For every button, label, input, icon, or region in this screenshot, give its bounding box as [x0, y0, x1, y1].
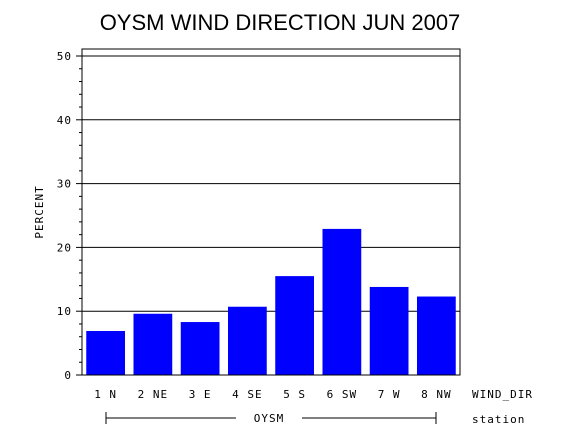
y-tick-label: 20 [57, 241, 72, 254]
y-axis-label: PERCENT [33, 185, 46, 238]
bar-6-sw [322, 228, 362, 375]
y-tick-label: 40 [57, 114, 72, 127]
y-tick-label: 0 [64, 369, 72, 382]
x-axis: 1 N 2 NE 3 E 4 SE 5 S 6 SW 7 W 8 NW [94, 388, 452, 401]
group-label: OYSM [254, 412, 285, 425]
x-tick-label: 4 SE [232, 388, 263, 401]
bars [86, 228, 456, 375]
bar-8-nw [417, 296, 456, 375]
bar-7-w [369, 286, 409, 375]
bar-3-e [180, 322, 220, 375]
x-tick-label: 5 S [283, 388, 306, 401]
bar-1-n [86, 330, 125, 375]
x-tick-label: 6 SW [327, 388, 358, 401]
x-tick-label: 8 NW [421, 388, 452, 401]
y-tick-label: 50 [57, 50, 72, 63]
x-tick-label: 2 NE [138, 388, 169, 401]
y-tick-label: 10 [57, 305, 72, 318]
y-axis: 0 10 20 30 40 50 [57, 50, 82, 382]
grid-lines [82, 55, 460, 312]
y-tick-label: 30 [57, 178, 72, 191]
x-tick-label: 7 W [378, 388, 401, 401]
group-axis-label: station [472, 413, 525, 426]
plot-frame [81, 48, 461, 376]
chart-title: OYSM WIND DIRECTION JUN 2007 [100, 10, 461, 35]
bar-5-s [275, 276, 314, 375]
x-axis-label: WIND_DIR [472, 388, 533, 401]
bar-4-se [228, 306, 267, 375]
x-tick-label: 3 E [189, 388, 212, 401]
x-tick-label: 1 N [94, 388, 117, 401]
bar-2-ne [133, 313, 173, 375]
